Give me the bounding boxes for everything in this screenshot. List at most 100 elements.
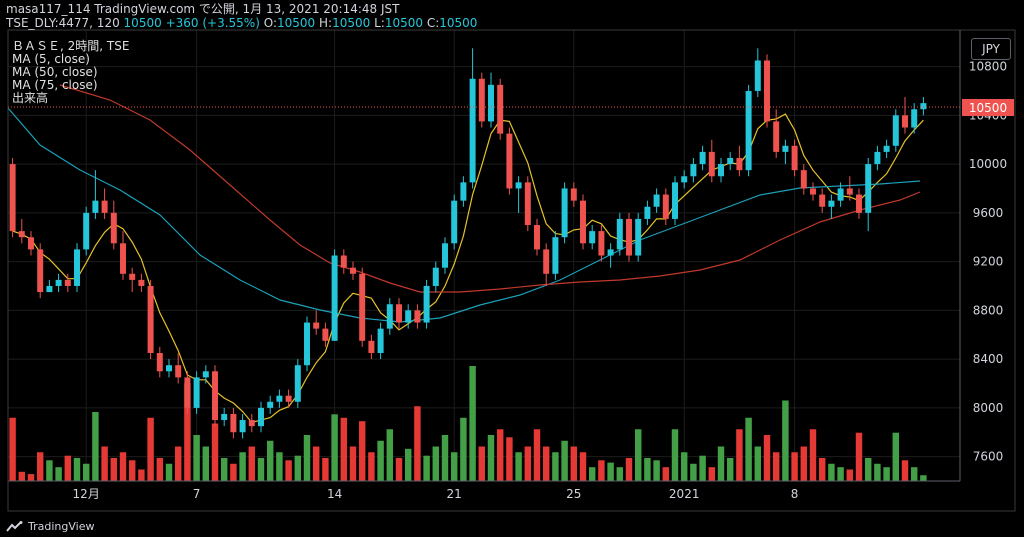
volume-bar <box>110 458 118 481</box>
price-tick-label: 8400 <box>973 352 1004 366</box>
candle-body <box>285 395 292 402</box>
candle-body <box>276 395 283 402</box>
candle-body <box>791 145 798 171</box>
volume-bar <box>598 460 605 481</box>
volume-bar <box>55 467 62 481</box>
candle-body <box>552 237 559 274</box>
volume-bar <box>616 467 624 481</box>
open-value: 10500 <box>276 16 316 30</box>
candle-body <box>212 371 218 421</box>
candle-body <box>156 353 163 372</box>
candle-body <box>607 249 614 256</box>
price-axis[interactable]: 760080008400880092009600100001040010800 <box>969 60 1007 464</box>
volume-bar <box>671 429 679 481</box>
volume-bar <box>193 435 200 481</box>
ma5-line <box>12 113 924 424</box>
ma75-line <box>59 84 921 293</box>
volume-bar <box>791 452 798 481</box>
candle-body <box>754 60 761 91</box>
volume-bar <box>404 448 412 481</box>
candle-body <box>708 151 715 177</box>
symbol-info: TSE_DLY:4477, 120 10500 +360 (+3.55%) O:… <box>6 16 477 30</box>
volume-bar <box>754 446 762 481</box>
candle-body <box>846 188 853 195</box>
volume-bar <box>506 437 513 481</box>
candle-body <box>92 200 99 213</box>
candle-body <box>561 188 568 238</box>
close-label: C: <box>426 16 440 30</box>
volume-bar <box>9 417 16 481</box>
volume-bar <box>349 446 357 481</box>
low-label: L: <box>374 16 385 30</box>
volume-bar <box>368 452 375 481</box>
candle-body <box>368 340 375 354</box>
volume-bar <box>276 452 283 481</box>
candle-body <box>166 365 172 372</box>
volume-bar <box>36 452 44 481</box>
publish-info: masa117_114 TradingView.com で公開, 1月 13, … <box>6 2 400 16</box>
legend-ma5[interactable]: MA (5, close) <box>12 52 90 66</box>
legend-ma50[interactable]: MA (50, close) <box>12 65 98 79</box>
candle-body <box>460 182 467 201</box>
volume-bar <box>690 463 697 481</box>
price-change: +360 (+3.55%) <box>165 16 260 30</box>
legend-ma75[interactable]: MA (75, close) <box>12 78 98 92</box>
volume-bar <box>211 423 219 481</box>
candle-body <box>248 420 255 427</box>
candle-body <box>515 182 522 189</box>
volume-bar <box>119 452 127 481</box>
candle-body <box>727 157 734 165</box>
volume-bar <box>717 446 725 481</box>
volume-bar <box>450 452 458 481</box>
candle-body <box>405 310 412 323</box>
volume-bar <box>18 471 26 481</box>
candle-body <box>478 78 485 122</box>
volume-bar <box>165 463 173 481</box>
volume-bar <box>542 446 550 481</box>
candle-body <box>883 145 890 152</box>
candle-body <box>451 200 458 244</box>
candle-body <box>138 279 145 286</box>
volume-bar <box>64 455 72 481</box>
volume-bar <box>837 467 844 481</box>
candle-body <box>313 322 320 329</box>
time-tick-label: 7 <box>193 487 201 501</box>
price-tick-label: 7600 <box>973 450 1004 464</box>
volume-bar <box>478 446 486 481</box>
volume-bar <box>82 463 90 481</box>
volume-bar <box>552 452 559 481</box>
volume-bar <box>340 417 348 481</box>
volume-bar <box>432 446 440 481</box>
candle-body <box>718 164 724 177</box>
indicator-legend: ＢＡＳＥ, 2時間, TSE MA (5, close) MA (50, clo… <box>12 40 129 105</box>
time-tick-label: 14 <box>327 487 342 501</box>
candle-body <box>432 267 439 286</box>
candle-body <box>865 164 872 213</box>
chart-header: masa117_114 TradingView.com で公開, 1月 13, … <box>6 2 477 30</box>
candle-body <box>202 371 209 378</box>
price-tick-label: 8000 <box>973 401 1004 415</box>
symbol: TSE_DLY:4477, 120 <box>6 16 120 30</box>
last-price: 10500 <box>123 16 162 30</box>
time-axis[interactable]: 12月 7 14 21 25 2021 8 <box>73 487 799 501</box>
candle-body <box>239 420 246 433</box>
volume-bar <box>910 467 918 481</box>
high-value: 10500 <box>332 16 371 30</box>
candle-body <box>64 279 71 286</box>
candle-body <box>736 157 743 171</box>
time-tick-label: 21 <box>447 487 462 501</box>
currency-button[interactable]: JPY <box>971 38 1011 60</box>
candle-body <box>74 249 80 286</box>
volume-bar <box>855 432 863 481</box>
legend-volume[interactable]: 出来高 <box>12 91 49 105</box>
volume-bar <box>469 366 476 481</box>
volume-bar <box>901 460 909 481</box>
ma50-line <box>7 107 921 323</box>
candle-body <box>414 310 421 323</box>
legend-title[interactable]: ＢＡＳＥ, 2時間, TSE <box>12 39 130 53</box>
volume-bar <box>579 452 587 481</box>
volume-bar <box>257 458 265 481</box>
volume-bar <box>441 435 449 481</box>
candle-body <box>902 115 908 128</box>
